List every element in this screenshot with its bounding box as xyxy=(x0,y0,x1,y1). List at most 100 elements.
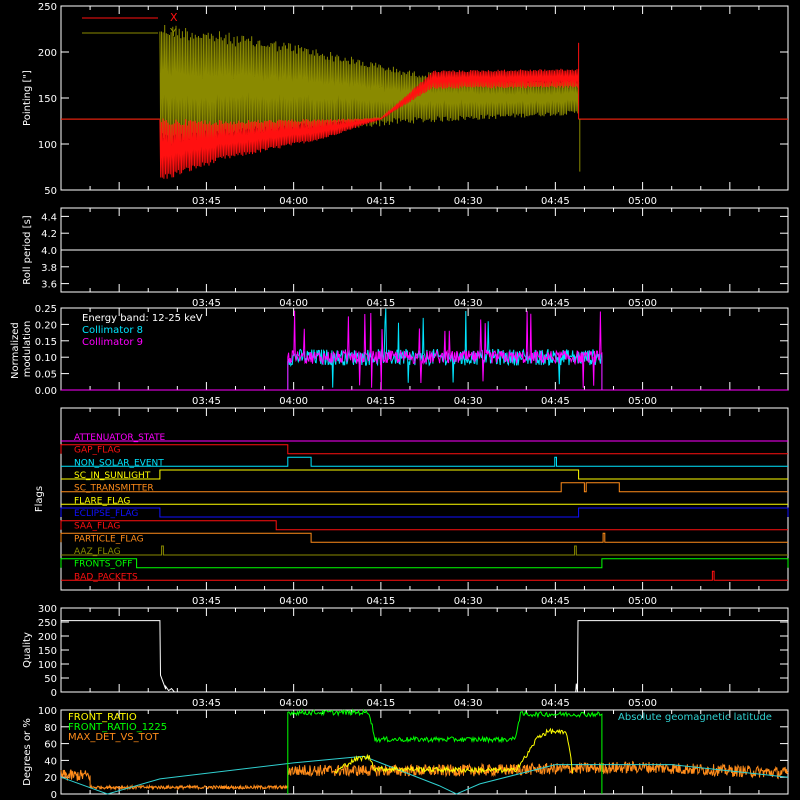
flag-fronts-off-label: FRONTS_OFF xyxy=(74,560,132,570)
flag-eclipse-flag-label: ECLIPSE_FLAG xyxy=(74,509,138,519)
ytick-label: 80 xyxy=(44,723,57,734)
xtick-label: 05:00 xyxy=(628,396,657,407)
panel-modulation-ylabel-line1: Normalized xyxy=(10,322,21,379)
flag-flare-flag-label: FLARE_FLAG xyxy=(74,496,130,506)
panel-pointing-yticks: 50 100 150 200 250 xyxy=(38,2,788,197)
xtick-label: 04:15 xyxy=(366,698,395,709)
legend-front-ratio-1225: FRONT_RATIO_1225 xyxy=(68,722,167,733)
flag-sc-transmitter-line xyxy=(61,482,788,493)
panel-quality-ylabel: Quality xyxy=(22,632,33,668)
xtick-label: 05:00 xyxy=(628,298,657,309)
series-collimator-9-line xyxy=(287,310,603,390)
series-max-det-line xyxy=(60,760,789,791)
xtick-label: 04:30 xyxy=(454,596,483,607)
xtick-label: 04:00 xyxy=(279,298,308,309)
ytick-label: 0 xyxy=(51,790,57,800)
panel-pointing-series xyxy=(61,24,788,179)
flag-non-solar-event-line xyxy=(61,456,788,467)
flag-gap-flag-line xyxy=(60,444,788,455)
panel-flags-series: ATTENUATOR_STATE GAP_FLAG NON_SOLAR_EVENT S… xyxy=(60,433,789,582)
flag-fronts-off-line xyxy=(60,558,789,569)
ytick-label: 150 xyxy=(38,646,57,657)
flag-aaz-flag-label: AAZ_FLAG xyxy=(74,547,121,557)
ytick-label: 4.2 xyxy=(41,229,57,240)
panel-modulation-series xyxy=(61,308,788,391)
xtick-label: 04:00 xyxy=(279,698,308,709)
xtick-label: 04:30 xyxy=(454,298,483,309)
ytick-label: 0.10 xyxy=(35,353,57,364)
ytick-label: 40 xyxy=(44,756,57,767)
flag-saa-flag-label: SAA_FLAG xyxy=(74,522,120,532)
legend-y-label: Y xyxy=(169,26,177,39)
series-geomag-lat-line xyxy=(60,755,789,795)
xtick-label: 04:45 xyxy=(541,196,570,207)
ytick-label: 250 xyxy=(38,618,57,629)
panel-ratios-frame xyxy=(60,709,789,795)
legend-energy-band: Energy band: 12-25 keV xyxy=(82,313,203,324)
ytick-label: 0.15 xyxy=(35,337,57,348)
panel-ratios-legend: FRONT_RATIO FRONT_RATIO_1225 MAX_DET_VS_… xyxy=(68,712,772,743)
panel-quality-series xyxy=(61,620,788,693)
xtick-label: 04:00 xyxy=(279,196,308,207)
flag-eclipse-flag-line xyxy=(60,507,789,518)
xtick-label: 04:15 xyxy=(366,298,395,309)
ytick-label: 200 xyxy=(38,48,57,59)
flag-bad-packets-label: BAD_PACKETS xyxy=(74,572,138,582)
xtick-label: 04:15 xyxy=(366,196,395,207)
xtick-label: 03:45 xyxy=(192,196,221,207)
xtick-label: 04:45 xyxy=(541,698,570,709)
panel-modulation-ylabel-line2: modulation xyxy=(22,321,33,378)
flag-gap-flag-label: GAP_FLAG xyxy=(74,446,120,456)
xtick-label: 04:45 xyxy=(541,396,570,407)
flag-bad-packets-line xyxy=(61,570,788,581)
panel-pointing-legend: X Y xyxy=(82,11,178,39)
panel-flags-frame xyxy=(60,407,789,591)
panel-pointing-ylabel: Pointing ["] xyxy=(22,70,33,126)
series-front-ratio-line xyxy=(334,727,574,774)
xtick-label: 03:45 xyxy=(192,298,221,309)
series-x-line xyxy=(159,68,580,179)
xtick-label: 03:45 xyxy=(192,396,221,407)
xtick-label: 04:45 xyxy=(541,596,570,607)
xtick-label: 05:00 xyxy=(628,698,657,709)
panel-flags: Flags 03:45 04:00 04:15 04:30 04:45 05:00 ATT… xyxy=(34,407,789,607)
xtick-label: 04:15 xyxy=(366,396,395,407)
xtick-label: 04:30 xyxy=(454,396,483,407)
ytick-label: 4.0 xyxy=(41,246,57,257)
panel-pointing: Pointing ["] 50 100 150 200 250 03:45 04:00 04… xyxy=(22,2,789,207)
flag-saa-flag-line xyxy=(60,520,788,531)
ytick-label: 50 xyxy=(44,186,57,197)
ytick-label: 4.4 xyxy=(41,212,57,223)
ytick-label: 100 xyxy=(38,660,57,671)
ytick-label: 3.6 xyxy=(41,280,57,291)
series-front-ratio-1225-line xyxy=(287,708,603,794)
ytick-label: 3.8 xyxy=(41,263,57,274)
panel-roll-ylabel: Roll period [s] xyxy=(22,215,33,284)
flag-particle-flag-line xyxy=(60,532,788,543)
ytick-label: 20 xyxy=(44,773,57,784)
panel-quality-yticks: 0 50 100 150 200 250 300 xyxy=(38,604,788,699)
xtick-label: 04:00 xyxy=(279,396,308,407)
panel-flags-xticks: 03:45 04:00 04:15 04:30 04:45 05:00 xyxy=(60,408,789,607)
flag-attenuator-state-label: ATTENUATOR_STATE xyxy=(74,433,166,443)
ytick-label: 60 xyxy=(44,740,57,751)
panel-flags-ylabel: Flags xyxy=(34,486,45,512)
panel-ratios: Degrees or % 0 20 40 60 80 100 FRONT_RATIO FR… xyxy=(22,706,789,800)
flag-sc-in-sunlight-line xyxy=(61,469,788,480)
ytick-label: 0.00 xyxy=(35,386,57,397)
xtick-label: 04:00 xyxy=(279,596,308,607)
ytick-label: 250 xyxy=(38,2,57,13)
ytick-label: 0.25 xyxy=(35,304,57,315)
xtick-label: 04:30 xyxy=(454,698,483,709)
ytick-label: 300 xyxy=(38,604,57,615)
flag-sc-transmitter-label: SC_TRANSMITTER xyxy=(74,484,154,494)
panel-roll-period: Roll period [s] 3.6 3.8 4.0 4.2 4.4 03:45 04:… xyxy=(22,207,789,309)
panel-roll-yticks: 3.6 3.8 4.0 4.2 4.4 xyxy=(41,212,788,291)
flag-sc-in-sunlight-label: SC_IN_SUNLIGHT xyxy=(74,471,151,481)
xtick-label: 04:30 xyxy=(454,196,483,207)
legend-geomag-lat: Absolute geomagnetic latitude xyxy=(618,712,772,723)
panel-modulation-legend: Energy band: 12-25 keV Collimator 8 Coll… xyxy=(82,313,203,348)
legend-x-label: X xyxy=(170,11,178,24)
